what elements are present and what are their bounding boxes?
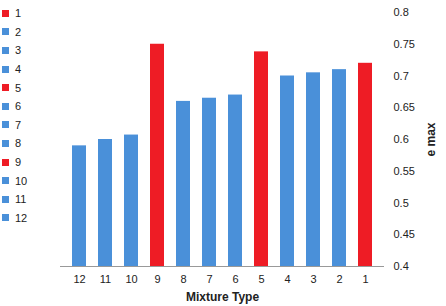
svg-text:0.45: 0.45 xyxy=(394,228,415,240)
html-text:12: 12 xyxy=(15,211,28,224)
svg-text:0.6: 0.6 xyxy=(394,133,409,145)
svg-text:10: 10 xyxy=(125,273,137,285)
svg-text:7: 7 xyxy=(206,273,212,285)
html-text:11: 11 xyxy=(15,193,27,206)
svg-text:2: 2 xyxy=(336,273,342,285)
svg-text:0.4: 0.4 xyxy=(394,260,409,272)
svg-text:0.8: 0.8 xyxy=(394,6,409,18)
svg-text:0.75: 0.75 xyxy=(394,38,415,50)
svg-text:12: 12 xyxy=(73,273,85,285)
html-text:6: 6 xyxy=(15,100,22,113)
html-text:5: 5 xyxy=(15,81,22,94)
svg-text:11: 11 xyxy=(100,273,111,285)
svg-text:6: 6 xyxy=(232,273,238,285)
svg-text:0.65: 0.65 xyxy=(394,101,415,113)
svg-text:e max: e max xyxy=(424,122,438,156)
svg-text:9: 9 xyxy=(154,273,160,285)
svg-text:0.5: 0.5 xyxy=(394,197,409,209)
svg-text:4: 4 xyxy=(284,273,290,285)
svg-text:Mixture Type: Mixture Type xyxy=(186,290,259,304)
html-text:1: 1 xyxy=(15,7,22,20)
svg-text:8: 8 xyxy=(180,273,186,285)
html-text:8: 8 xyxy=(15,137,22,150)
svg-text:1: 1 xyxy=(362,273,368,285)
svg-text:5: 5 xyxy=(258,273,264,285)
html-text:9: 9 xyxy=(15,156,22,168)
html-text:7: 7 xyxy=(15,118,22,131)
svg-text:0.55: 0.55 xyxy=(394,165,415,177)
html-text:2: 2 xyxy=(15,25,22,38)
html-text:3: 3 xyxy=(15,44,22,57)
html-text:4: 4 xyxy=(15,63,22,76)
svg-text:3: 3 xyxy=(310,273,316,285)
svg-text:0.7: 0.7 xyxy=(394,70,409,82)
html-text:10: 10 xyxy=(15,174,28,187)
